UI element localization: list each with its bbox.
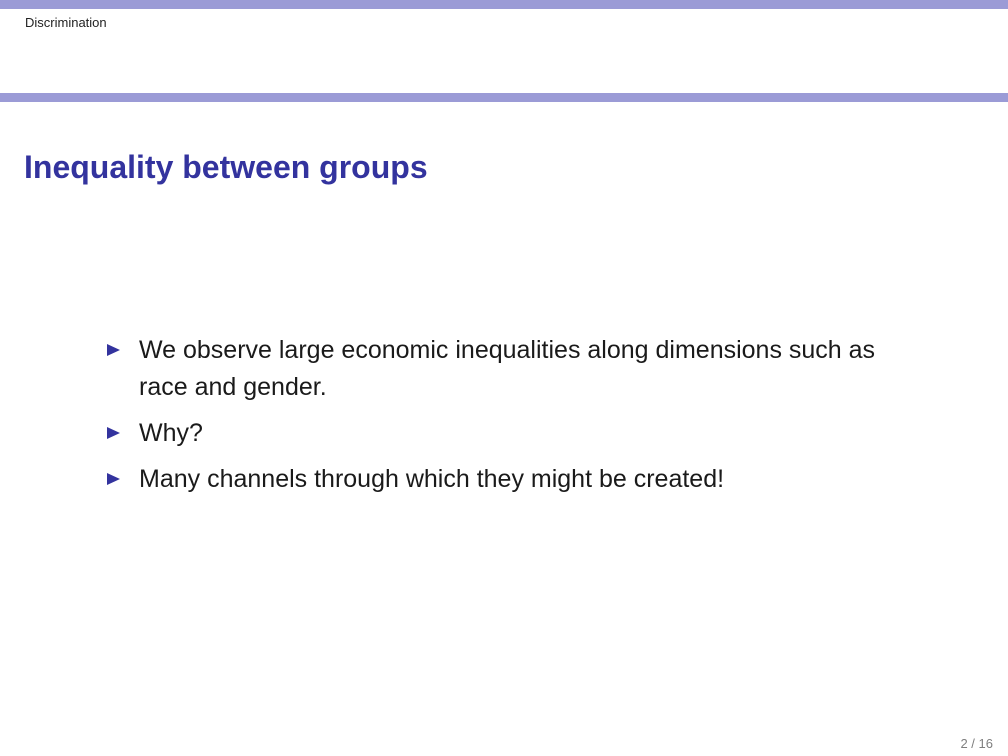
title-accent-bar xyxy=(0,93,1008,102)
top-accent-bar xyxy=(0,0,1008,9)
page-number: 2 / 16 xyxy=(960,736,993,751)
right-triangle-icon xyxy=(107,427,120,439)
right-triangle-icon xyxy=(107,473,120,485)
slide-title: Inequality between groups xyxy=(24,149,428,186)
bullet-item: Why? xyxy=(107,415,927,452)
bullet-item: We observe large economic inequalities a… xyxy=(107,332,919,406)
bullet-item: Many channels through which they might b… xyxy=(107,461,927,498)
bullet-list: We observe large economic inequalities a… xyxy=(107,332,927,498)
bullet-text: Why? xyxy=(139,419,203,447)
section-label: Discrimination xyxy=(25,15,107,30)
bullet-text: Many channels through which they might b… xyxy=(139,465,725,493)
right-triangle-icon xyxy=(107,344,120,356)
bullet-text: We observe large economic inequalities a… xyxy=(139,336,876,401)
